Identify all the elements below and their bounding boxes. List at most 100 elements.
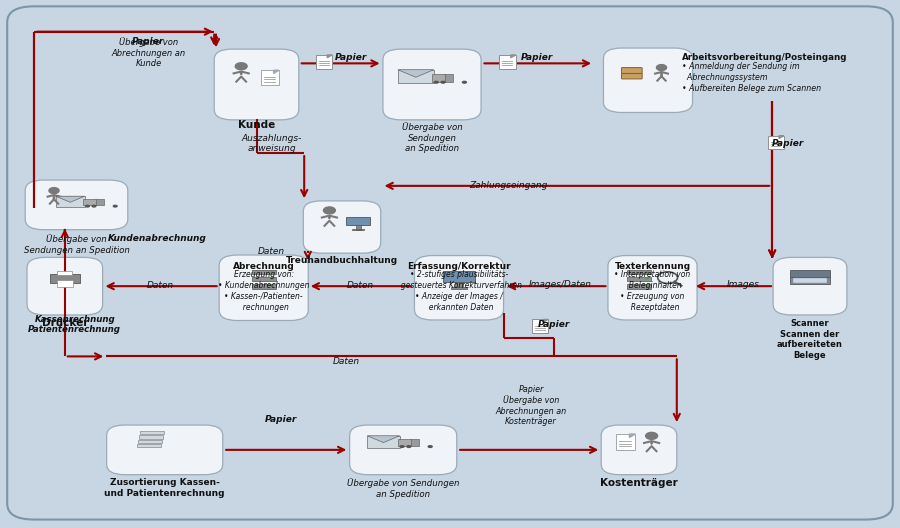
Text: Kundenabrechnung: Kundenabrechnung: [108, 234, 207, 243]
Bar: [626, 277, 652, 281]
FancyBboxPatch shape: [383, 49, 481, 120]
Circle shape: [235, 63, 248, 70]
FancyBboxPatch shape: [621, 68, 643, 79]
Bar: [626, 284, 652, 289]
Polygon shape: [779, 136, 784, 138]
FancyBboxPatch shape: [25, 180, 128, 230]
Text: Daten: Daten: [258, 247, 285, 256]
Bar: [410, 439, 418, 446]
Text: Scanner
Scannen der
aufbereiteten
Belege: Scanner Scannen der aufbereiteten Belege: [777, 319, 843, 360]
Text: Arbeitsvorbereitung/Posteingang: Arbeitsvorbereitung/Posteingang: [682, 53, 848, 62]
Circle shape: [462, 81, 467, 84]
Circle shape: [270, 278, 274, 280]
Bar: [616, 434, 635, 450]
Bar: [432, 74, 445, 81]
Circle shape: [85, 205, 90, 208]
Circle shape: [656, 64, 667, 71]
Text: Abrechnung: Abrechnung: [233, 262, 294, 271]
Bar: [398, 439, 410, 446]
Text: Papier: Papier: [132, 36, 165, 46]
FancyBboxPatch shape: [349, 425, 457, 475]
Circle shape: [428, 445, 433, 448]
Bar: [316, 55, 332, 69]
Bar: [251, 270, 276, 275]
Text: Auszahlungs-
anweisung: Auszahlungs- anweisung: [241, 134, 302, 153]
Polygon shape: [544, 319, 548, 322]
Bar: [261, 70, 279, 85]
Circle shape: [323, 207, 336, 214]
FancyBboxPatch shape: [601, 425, 677, 475]
FancyBboxPatch shape: [106, 425, 223, 475]
Bar: [50, 274, 80, 283]
Text: Daten: Daten: [147, 280, 174, 290]
Circle shape: [645, 285, 649, 287]
Text: Kunde: Kunde: [238, 120, 275, 130]
Text: • Interpretation von
  Beleginhalten
• Erzeugung von
  Rezeptdaten: • Interpretation von Beleginhalten • Erz…: [615, 270, 690, 312]
Circle shape: [645, 271, 649, 272]
Bar: [398, 70, 434, 83]
Bar: [445, 74, 453, 81]
Bar: [251, 277, 276, 281]
Circle shape: [645, 278, 649, 280]
Bar: [137, 444, 161, 448]
Text: Daten: Daten: [346, 280, 374, 290]
Text: Papier: Papier: [537, 320, 570, 329]
FancyBboxPatch shape: [603, 48, 693, 112]
FancyBboxPatch shape: [27, 257, 103, 315]
Polygon shape: [511, 55, 516, 58]
Text: Daten: Daten: [333, 357, 360, 366]
Text: Papier
Übergabe von
Abrechnungen an
Kostenträger: Papier Übergabe von Abrechnungen an Kost…: [495, 385, 567, 426]
Bar: [57, 280, 73, 287]
Circle shape: [92, 205, 96, 208]
Text: Übergabe von
Sendungen
an Spedition: Übergabe von Sendungen an Spedition: [401, 122, 463, 153]
Text: Treuhandbuchhaltung: Treuhandbuchhaltung: [286, 256, 398, 265]
Bar: [793, 278, 827, 283]
FancyBboxPatch shape: [773, 257, 847, 315]
Text: Papier: Papier: [335, 52, 367, 62]
Bar: [532, 319, 548, 333]
Circle shape: [270, 271, 274, 272]
Bar: [58, 270, 72, 275]
Bar: [83, 199, 95, 205]
Circle shape: [112, 205, 118, 208]
Text: Übergabe von
Sendungen an Spedition: Übergabe von Sendungen an Spedition: [23, 234, 130, 254]
Bar: [56, 196, 85, 207]
Polygon shape: [274, 70, 279, 73]
Text: Zahlungseingang: Zahlungseingang: [469, 181, 548, 191]
Bar: [140, 431, 165, 434]
Bar: [95, 199, 104, 205]
Circle shape: [645, 432, 658, 439]
Text: Drucker: Drucker: [41, 318, 88, 328]
Bar: [789, 277, 831, 284]
Text: • Anmeldung der Sendung im
  Abrechnungssystem
• Aufbereiten Belege zum Scannen: • Anmeldung der Sendung im Abrechnungssy…: [682, 62, 822, 93]
Polygon shape: [367, 436, 400, 442]
Polygon shape: [629, 434, 635, 438]
Polygon shape: [328, 55, 332, 58]
Text: Erfassung/Korrektur: Erfassung/Korrektur: [407, 262, 511, 271]
Bar: [443, 271, 475, 282]
FancyBboxPatch shape: [7, 6, 893, 520]
Text: Images: Images: [727, 279, 760, 289]
Bar: [251, 284, 276, 289]
Circle shape: [434, 81, 439, 84]
FancyBboxPatch shape: [415, 256, 504, 320]
Text: Kassenrechnung
Patientenrechnung: Kassenrechnung Patientenrechnung: [28, 315, 122, 334]
Text: Zusortierung Kassen-
und Patientenrechnung: Zusortierung Kassen- und Patientenrechnu…: [104, 478, 225, 498]
FancyBboxPatch shape: [608, 256, 697, 320]
FancyBboxPatch shape: [220, 255, 308, 320]
Bar: [455, 282, 463, 288]
FancyBboxPatch shape: [214, 49, 299, 120]
Text: Übergabe von
Abrechnungen an
Kunde: Übergabe von Abrechnungen an Kunde: [112, 37, 185, 68]
Bar: [367, 436, 400, 448]
Bar: [138, 439, 162, 443]
Polygon shape: [398, 70, 434, 77]
Text: Texterkennung: Texterkennung: [615, 262, 690, 271]
Bar: [451, 287, 467, 289]
Bar: [346, 217, 370, 225]
Text: • 2-stufiges plausibilitäts-
  gesteuertes Korrekturverfahren
• Anzeige der Imag: • 2-stufiges plausibilitäts- gesteuertes…: [396, 270, 522, 312]
Bar: [626, 270, 652, 275]
Text: Erzeugung von:
• Kundenabrechnungen
• Kassen-/Patienten-
  rechnungen: Erzeugung von: • Kundenabrechnungen • Ka…: [218, 270, 310, 312]
Circle shape: [270, 285, 274, 287]
Circle shape: [406, 445, 411, 448]
Text: Übergabe von Sendungen
an Spedition: Übergabe von Sendungen an Spedition: [347, 478, 459, 499]
